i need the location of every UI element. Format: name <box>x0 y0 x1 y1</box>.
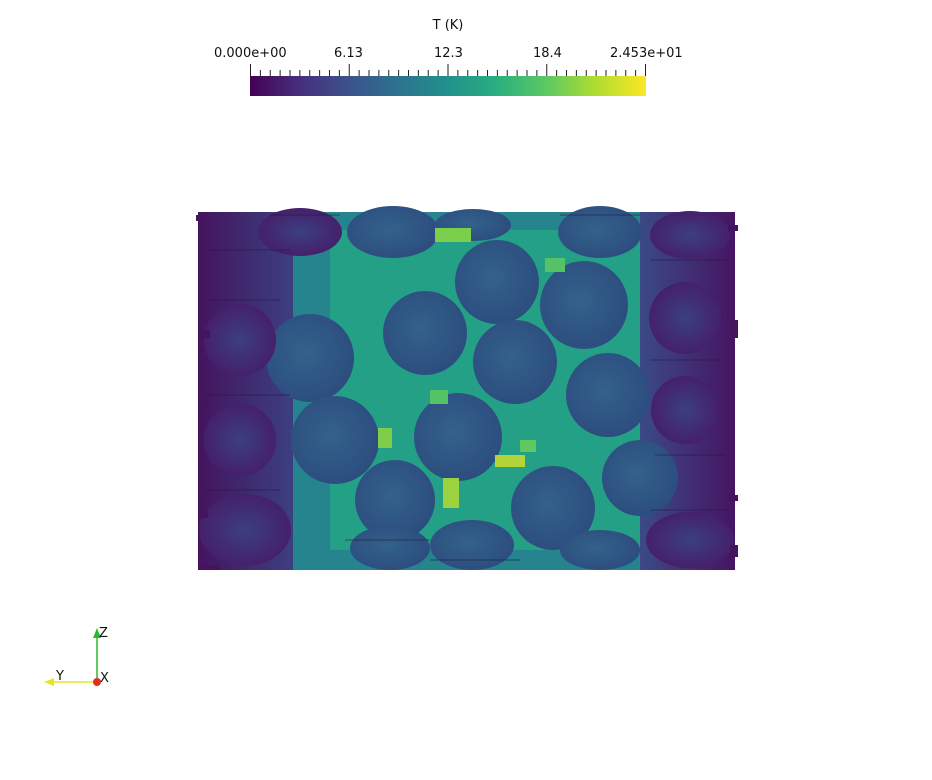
particle <box>651 376 719 444</box>
x-axis-point-icon <box>93 678 101 686</box>
voxel-edge-lines <box>205 214 730 561</box>
colorbar-tick-label-2: 12.3 <box>434 46 463 61</box>
hotspot <box>545 258 565 272</box>
colorbar-tick-label-1: 6.13 <box>334 46 363 61</box>
particle <box>347 206 439 258</box>
particle <box>355 460 435 540</box>
colorbar-title: T (K) <box>432 18 464 33</box>
orientation-axes: Z Y X <box>40 620 130 700</box>
y-axis-label: Y <box>56 669 64 684</box>
hotspot <box>520 440 536 452</box>
particle <box>350 526 430 570</box>
hotspot <box>495 455 525 467</box>
particle <box>602 440 678 516</box>
particle <box>560 530 640 570</box>
particle <box>414 393 502 481</box>
particle <box>511 466 595 550</box>
y-axis-arrow-icon <box>44 678 54 686</box>
particle <box>558 206 642 258</box>
particle <box>473 320 557 404</box>
colorbar-tick-label-3: 18.4 <box>533 46 562 61</box>
colorbar-gradient <box>250 76 646 96</box>
hotspot <box>378 428 392 448</box>
particle <box>646 512 734 568</box>
particle <box>540 261 628 349</box>
particle <box>266 314 354 402</box>
particle <box>455 240 539 324</box>
particle <box>566 353 650 437</box>
colorbar-tick-label-0: 0.000e+00 <box>214 46 287 61</box>
particle <box>383 291 467 375</box>
particle <box>199 494 291 566</box>
axes-triad <box>44 628 101 686</box>
particle <box>650 211 730 259</box>
z-axis-arrow-icon <box>93 628 101 638</box>
z-axis-label: Z <box>99 626 108 641</box>
colorbar-tick-label-4: 2.453e+01 <box>610 46 683 61</box>
x-axis-label: X <box>100 671 109 686</box>
hotspot <box>430 390 448 404</box>
particle <box>430 520 514 570</box>
particle <box>204 404 276 476</box>
hotspot <box>435 228 471 242</box>
particle <box>649 282 721 354</box>
ragged-edges <box>196 215 738 570</box>
particle <box>204 304 276 376</box>
particle <box>258 208 342 256</box>
hotspot <box>443 478 459 508</box>
particle <box>291 396 379 484</box>
